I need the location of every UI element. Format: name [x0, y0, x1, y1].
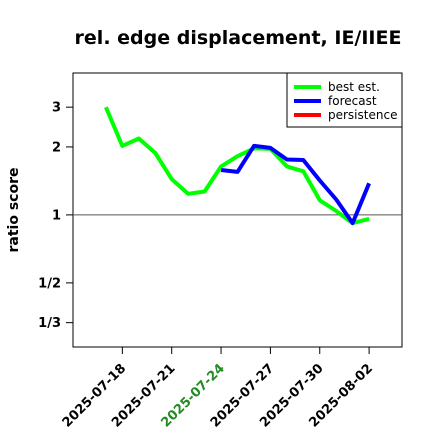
- legend-label: best est.: [328, 80, 380, 94]
- plot-frame: [72, 72, 403, 348]
- y-tick-label: 1/3: [38, 316, 61, 331]
- legend-label: persistence: [328, 108, 397, 122]
- y-tick-label: 1: [52, 208, 61, 223]
- y-tick-label: 1/2: [38, 276, 61, 291]
- series-line-best-est-: [104, 106, 370, 226]
- y-tick-label: 2: [52, 140, 61, 155]
- chart-title: rel. edge displacement, IE/IIEE: [75, 27, 402, 49]
- series-line-forecast: [220, 143, 371, 226]
- y-tick-label: 3: [52, 101, 61, 116]
- y-axis-label: ratio score: [6, 168, 22, 253]
- legend-label: forecast: [328, 94, 377, 108]
